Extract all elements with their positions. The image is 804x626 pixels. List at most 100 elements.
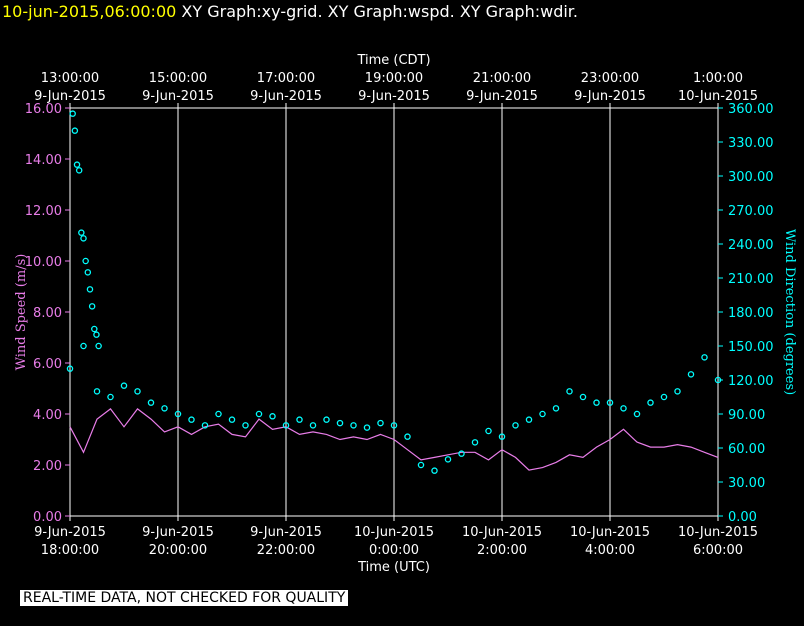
series-wind-direction-point	[228, 416, 236, 423]
series-wind-direction-point	[93, 388, 101, 395]
series-wind-direction-point	[444, 456, 452, 463]
series-wind-direction-point	[86, 286, 94, 293]
series-wind-direction-point	[88, 303, 96, 310]
x-tick-label-bottom-date: 9-Jun-2015	[250, 525, 322, 540]
x-tick-label-bottom-time: 6:00:00	[693, 543, 743, 558]
y-right-tick-label: 210.00	[728, 272, 774, 287]
series-wind-direction-point	[93, 331, 100, 338]
series-wind-direction-point	[242, 422, 249, 429]
series-wind-direction-point	[73, 161, 81, 168]
x-tick-label-bottom-date: 9-Jun-2015	[34, 525, 106, 540]
y-left-axis-label: Wind Speed (m/s)	[14, 254, 29, 371]
series-wind-direction-point	[363, 424, 371, 431]
y-left-tick-label: 10.00	[25, 255, 62, 270]
series-wind-direction-point	[95, 342, 102, 350]
series-wind-direction-point	[134, 388, 141, 395]
x-tick-label-bottom-date: 9-Jun-2015	[142, 525, 214, 540]
series-wind-direction-point	[91, 325, 98, 333]
x-tick-label-bottom-date: 10-Jun-2015	[462, 525, 542, 540]
x-tick-label-top-date: 9-Jun-2015	[574, 89, 646, 104]
series-wind-direction-point	[431, 467, 438, 474]
x-tick-label-bottom-date: 10-Jun-2015	[678, 525, 758, 540]
series-wind-speed-line	[69, 408, 719, 471]
series-wind-direction-point	[323, 416, 330, 423]
y-right-tick-label: 360.00	[728, 102, 774, 117]
x-tick-label-top-date: 9-Jun-2015	[142, 89, 214, 104]
y-right-tick-label: 270.00	[728, 204, 774, 219]
series-wind-direction-point	[80, 342, 87, 350]
x-tick-label-bottom-time: 2:00:00	[477, 543, 527, 558]
series-wind-direction-point	[120, 382, 128, 389]
x-tick-label-top-time: 17:00:00	[257, 71, 315, 86]
y-left-tick-label: 2.00	[33, 459, 62, 474]
chart-header: 10-jun-2015,06:00:00 XY Graph:xy-grid. X…	[2, 2, 578, 21]
top-axis-label: Time (CDT)	[356, 53, 430, 68]
y-right-tick-label: 0.00	[728, 510, 757, 525]
y-left-tick-label: 4.00	[33, 408, 62, 423]
y-right-tick-label: 30.00	[728, 476, 765, 491]
header-timestamp: 10-jun-2015,06:00:00	[2, 2, 177, 21]
series-wind-direction-point	[525, 416, 533, 423]
y-left-tick-label: 12.00	[25, 204, 62, 219]
y-left-tick-label: 8.00	[33, 306, 62, 321]
series-wind-direction-point	[296, 416, 303, 423]
y-left-tick-label: 0.00	[33, 510, 62, 525]
series-wind-direction-point	[309, 422, 317, 429]
x-tick-label-top-time: 1:00:00	[693, 71, 743, 86]
series-wind-direction-point	[539, 410, 546, 418]
series-wind-direction-point	[404, 433, 411, 440]
x-tick-label-top-date: 9-Jun-2015	[250, 89, 322, 104]
series-wind-direction-point	[71, 127, 79, 134]
series-wind-direction-point	[78, 229, 85, 236]
series-wind-direction-point	[471, 439, 479, 446]
series-wind-direction-point	[714, 376, 722, 384]
series-wind-direction-point	[215, 410, 222, 418]
x-tick-label-top-date: 9-Jun-2015	[358, 89, 430, 104]
y-right-tick-label: 120.00	[728, 374, 774, 389]
series-wind-direction-point	[66, 365, 74, 372]
y-left-tick-label: 6.00	[33, 357, 62, 372]
series-wind-direction-point	[82, 257, 89, 265]
series-wind-direction-point	[269, 413, 276, 420]
x-tick-label-bottom-time: 22:00:00	[257, 543, 315, 558]
y-right-tick-label: 330.00	[728, 136, 774, 151]
x-tick-label-bottom-date: 10-Jun-2015	[570, 525, 650, 540]
x-tick-label-top-time: 15:00:00	[149, 71, 207, 86]
series-wind-direction-point	[606, 399, 614, 406]
x-tick-label-top-date: 9-Jun-2015	[34, 89, 106, 104]
x-tick-label-top-time: 19:00:00	[365, 71, 423, 86]
series-wind-direction-point	[633, 410, 641, 418]
x-tick-label-bottom-time: 18:00:00	[41, 543, 99, 558]
series-wind-direction-point	[282, 422, 290, 429]
y-right-tick-label: 90.00	[728, 408, 765, 423]
series-wind-direction-point	[620, 405, 627, 412]
series-wind-direction-point	[147, 399, 155, 406]
series-wind-direction-point	[647, 399, 654, 406]
y-right-tick-label: 180.00	[728, 306, 774, 321]
series-wind-direction-point	[552, 405, 560, 412]
series-wind-direction-point	[566, 388, 573, 395]
series-wind-direction-point	[579, 393, 587, 401]
x-tick-label-top-time: 21:00:00	[473, 71, 531, 86]
series-wind-direction-point	[512, 422, 519, 429]
y-left-tick-label: 14.00	[25, 153, 62, 168]
series-wind-direction-point	[69, 110, 76, 117]
y-right-tick-label: 300.00	[728, 170, 774, 185]
series-wind-direction-point	[174, 410, 182, 418]
series-wind-direction-point	[701, 354, 708, 361]
series-wind-direction-point	[417, 461, 425, 469]
series-wind-direction-point	[255, 410, 263, 418]
series-wind-direction-point	[485, 427, 492, 435]
x-tick-label-bottom-time: 20:00:00	[149, 543, 207, 558]
x-tick-label-bottom-date: 10-Jun-2015	[354, 525, 434, 540]
series-wind-direction-point	[377, 419, 384, 427]
series-wind-direction-point	[350, 422, 357, 429]
series-wind-direction-point	[458, 450, 465, 457]
y-right-tick-label: 150.00	[728, 340, 774, 355]
series-wind-direction-point	[75, 167, 83, 174]
series-wind-direction-point	[498, 433, 506, 440]
series-wind-direction-point	[390, 422, 398, 429]
series-wind-direction-point	[80, 235, 87, 242]
y-left-tick-label: 16.00	[25, 102, 62, 117]
